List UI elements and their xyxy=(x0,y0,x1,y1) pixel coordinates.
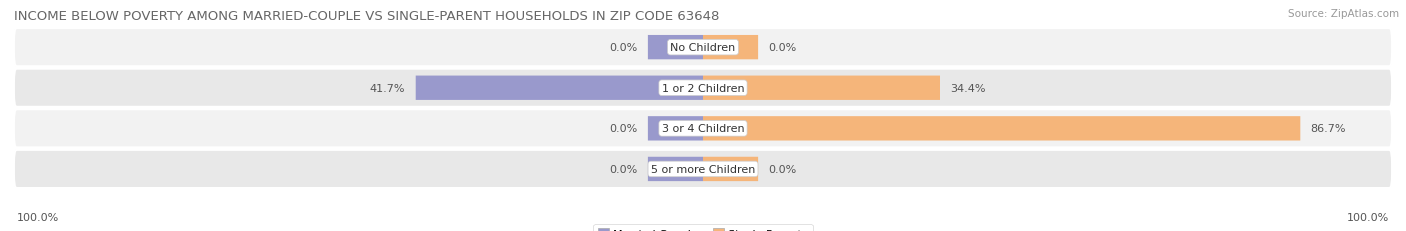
FancyBboxPatch shape xyxy=(14,29,1392,67)
Text: Source: ZipAtlas.com: Source: ZipAtlas.com xyxy=(1288,9,1399,19)
Text: 0.0%: 0.0% xyxy=(609,43,637,53)
FancyBboxPatch shape xyxy=(648,36,703,60)
FancyBboxPatch shape xyxy=(14,110,1392,148)
FancyBboxPatch shape xyxy=(703,157,758,181)
Text: 5 or more Children: 5 or more Children xyxy=(651,164,755,174)
Text: 0.0%: 0.0% xyxy=(609,164,637,174)
Legend: Married Couples, Single Parents: Married Couples, Single Parents xyxy=(593,224,813,231)
Text: 0.0%: 0.0% xyxy=(769,43,797,53)
Text: INCOME BELOW POVERTY AMONG MARRIED-COUPLE VS SINGLE-PARENT HOUSEHOLDS IN ZIP COD: INCOME BELOW POVERTY AMONG MARRIED-COUPL… xyxy=(14,9,720,22)
FancyBboxPatch shape xyxy=(14,150,1392,188)
Text: 34.4%: 34.4% xyxy=(950,83,986,93)
FancyBboxPatch shape xyxy=(416,76,703,100)
Text: 0.0%: 0.0% xyxy=(769,164,797,174)
FancyBboxPatch shape xyxy=(648,117,703,141)
Text: 3 or 4 Children: 3 or 4 Children xyxy=(662,124,744,134)
FancyBboxPatch shape xyxy=(703,76,941,100)
FancyBboxPatch shape xyxy=(14,69,1392,107)
FancyBboxPatch shape xyxy=(703,117,1301,141)
Text: 0.0%: 0.0% xyxy=(609,124,637,134)
Text: 86.7%: 86.7% xyxy=(1310,124,1346,134)
Text: 1 or 2 Children: 1 or 2 Children xyxy=(662,83,744,93)
FancyBboxPatch shape xyxy=(648,157,703,181)
Text: 41.7%: 41.7% xyxy=(370,83,405,93)
Text: No Children: No Children xyxy=(671,43,735,53)
Text: 100.0%: 100.0% xyxy=(17,212,59,222)
FancyBboxPatch shape xyxy=(703,36,758,60)
Text: 100.0%: 100.0% xyxy=(1347,212,1389,222)
